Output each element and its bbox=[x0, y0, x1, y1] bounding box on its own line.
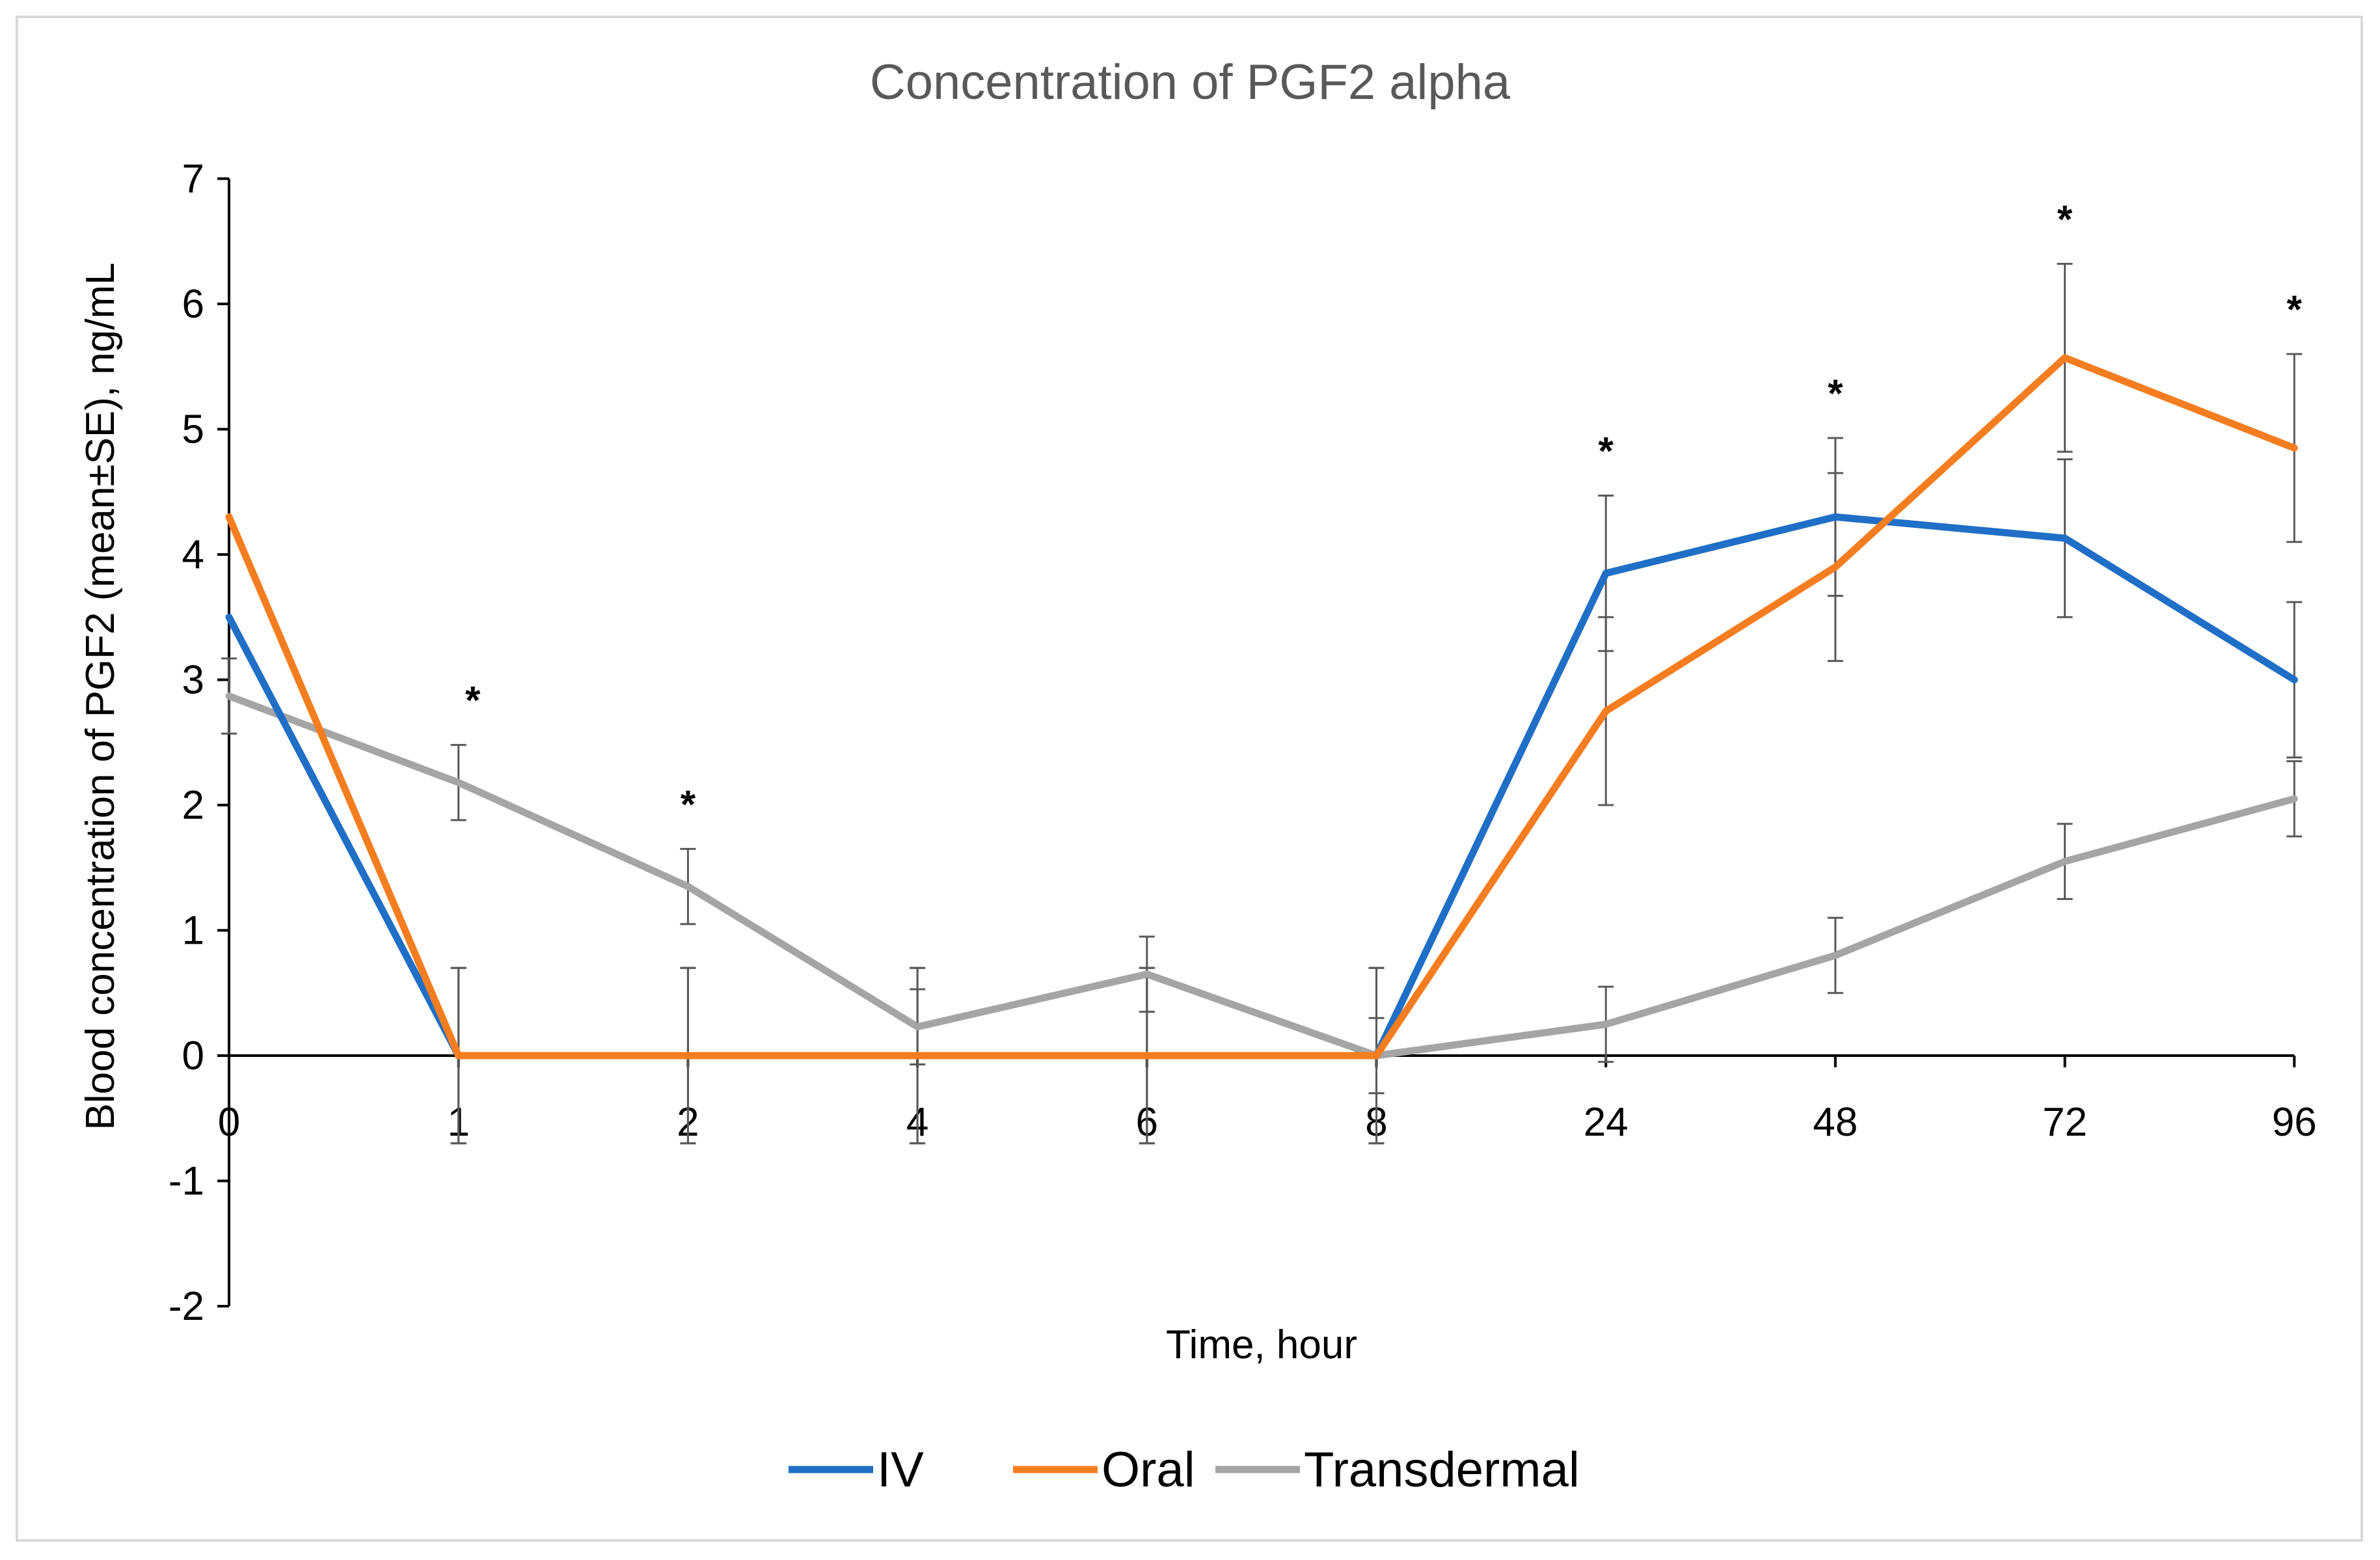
chart-frame bbox=[16, 16, 2363, 1542]
series-line-iv bbox=[225, 513, 2298, 1060]
y-tick-label: 5 bbox=[182, 407, 204, 452]
legend-label-transdermal: Transdermal bbox=[1304, 1442, 1580, 1498]
chart-title: Concentration of PGF2 alpha bbox=[870, 55, 1511, 110]
significance-star: * bbox=[465, 679, 481, 722]
x-tick-label: 24 bbox=[1584, 1100, 1629, 1145]
legend: IV Oral Transdermal bbox=[789, 1442, 1580, 1498]
significance-star: * bbox=[1828, 372, 1843, 415]
y-tick-label: 3 bbox=[182, 658, 204, 703]
significance-star: * bbox=[1599, 430, 1614, 473]
x-tick-label: 96 bbox=[2272, 1100, 2317, 1145]
x-axis-label: Time, hour bbox=[1166, 1322, 1357, 1367]
series-lines-layer bbox=[225, 354, 2298, 1060]
significance-star: * bbox=[2057, 197, 2073, 241]
y-axis-label: Blood concentration of PGF2 (mean±SE), n… bbox=[78, 262, 123, 1130]
x-tick-label: 72 bbox=[2042, 1100, 2087, 1145]
series-line-transdermal bbox=[225, 692, 2298, 1060]
y-tick-label: -2 bbox=[169, 1284, 204, 1329]
legend-label-oral: Oral bbox=[1102, 1442, 1195, 1498]
y-tick-label: 2 bbox=[182, 783, 204, 828]
y-tick-label: 6 bbox=[182, 282, 204, 327]
x-tick-label: 48 bbox=[1813, 1100, 1858, 1145]
y-tick-label: 4 bbox=[182, 532, 204, 577]
x-tick-label: 0 bbox=[218, 1100, 240, 1145]
significance-star: * bbox=[681, 782, 696, 826]
y-tick-label: -1 bbox=[169, 1159, 204, 1204]
y-tick-label: 0 bbox=[182, 1033, 204, 1078]
legend-label-iv: IV bbox=[877, 1442, 924, 1498]
series-line-oral bbox=[225, 354, 2298, 1060]
y-tick-label: 1 bbox=[182, 909, 204, 953]
significance-markers-layer: * * * * * * bbox=[465, 197, 2303, 826]
y-tick-label: 7 bbox=[182, 157, 204, 202]
significance-star: * bbox=[2287, 288, 2303, 331]
